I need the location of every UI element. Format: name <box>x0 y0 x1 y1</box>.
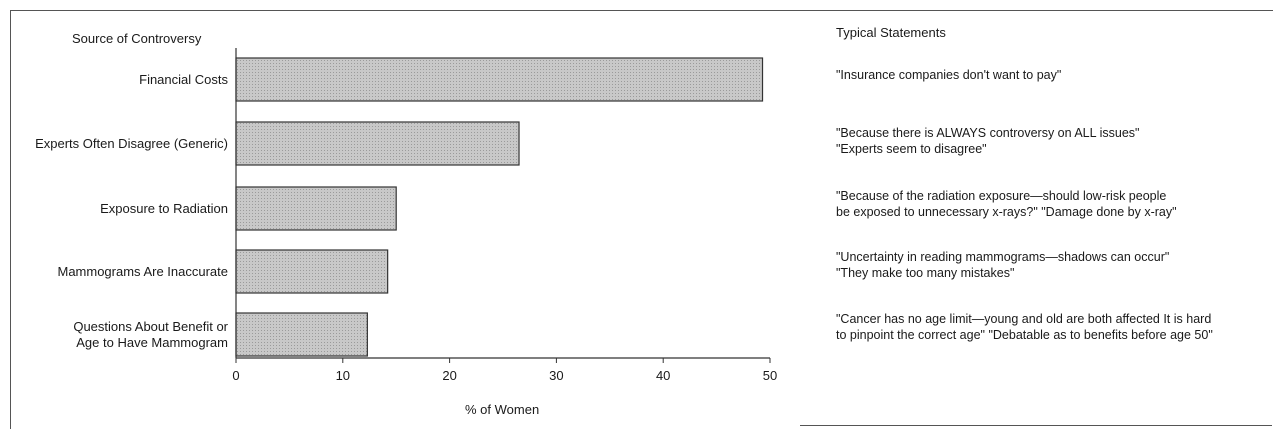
bar-3 <box>236 187 396 230</box>
x-tick-label-40: 40 <box>656 368 670 383</box>
bar-2 <box>236 122 519 165</box>
x-tick-label-30: 30 <box>549 368 563 383</box>
x-tick-label-50: 50 <box>763 368 777 383</box>
bar-4 <box>236 250 388 293</box>
x-tick-label-20: 20 <box>442 368 456 383</box>
bar-1 <box>236 58 763 101</box>
x-axis-label: % of Women <box>465 402 539 418</box>
bar-5 <box>236 313 367 356</box>
x-tick-label-10: 10 <box>336 368 350 383</box>
x-tick-label-0: 0 <box>232 368 239 383</box>
